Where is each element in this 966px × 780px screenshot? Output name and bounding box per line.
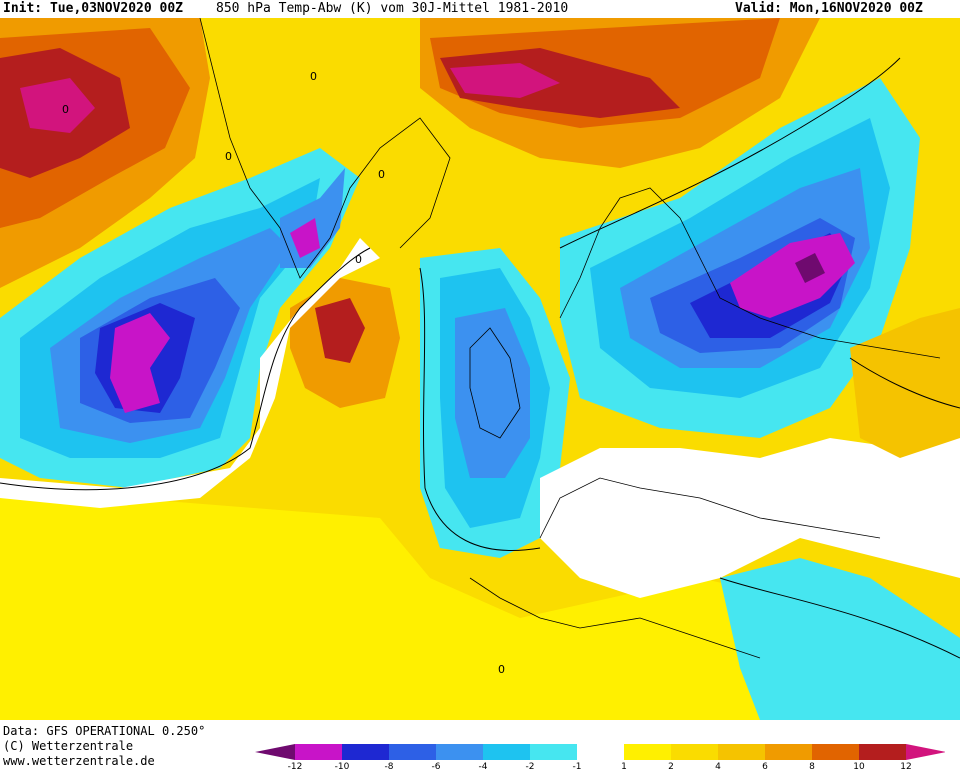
field-eeu-cold-max	[795, 253, 825, 283]
field-weu-cold-3	[455, 308, 530, 478]
field-neutral-west	[0, 238, 380, 508]
legend-swatch	[436, 744, 483, 760]
legend-tick-label: -2	[525, 762, 535, 772]
legend-swatch	[342, 744, 389, 760]
coastlines	[199, 18, 941, 659]
legend-tick-label: 12	[900, 762, 912, 772]
anomaly-map: 0 0 0 0 0 0	[0, 18, 960, 720]
contour-label: 0	[310, 70, 317, 83]
legend-swatch	[765, 744, 812, 760]
contour-lines	[0, 57, 960, 659]
legend-swatch	[295, 744, 342, 760]
legend-swatch	[859, 744, 906, 760]
legend-tick-label: -6	[431, 762, 441, 772]
legend-tick-label: 1	[621, 762, 627, 772]
field-neutral-med	[540, 438, 960, 598]
contour-label: 0	[378, 168, 385, 181]
legend-swatch	[671, 744, 718, 760]
contour-labels: 0 0 0 0 0 0	[62, 70, 505, 676]
map-frame-edge	[960, 18, 966, 720]
legend-swatch	[718, 744, 765, 760]
field-greenland-core	[290, 218, 320, 258]
legend-tick-label: -4	[478, 762, 488, 772]
field-south-light	[0, 488, 960, 720]
legend-arrow-low	[255, 744, 295, 760]
legend-tick-label: -10	[334, 762, 350, 772]
legend-swatch	[624, 744, 671, 760]
field-warm-blob-core	[315, 298, 365, 363]
valid-time: Valid: Mon,16NOV2020 00Z	[735, 1, 923, 16]
field-north-max	[450, 63, 560, 98]
contour-label: 0	[498, 663, 505, 676]
legend-swatch	[812, 744, 859, 760]
contour-label: 0	[62, 103, 69, 116]
header: Init: Tue,03NOV2020 00Z 850 hPa Temp-Abw…	[0, 0, 966, 18]
website-url: www.wetterzentrale.de	[3, 754, 155, 768]
field-se-warm	[850, 308, 960, 458]
chart-title: 850 hPa Temp-Abw (K) vom 30J-Mittel 1981…	[216, 1, 569, 16]
data-source: Data: GFS OPERATIONAL 0.250°	[3, 724, 206, 738]
legend-tick-label: 8	[809, 762, 815, 772]
copyright: (C) Wetterzentrale	[3, 739, 134, 753]
legend-swatch	[389, 744, 436, 760]
legend-tick-label: -12	[287, 762, 303, 772]
legend-tick-label: 6	[762, 762, 768, 772]
legend-tick-label: -8	[384, 762, 394, 772]
legend-swatch	[530, 744, 577, 760]
contour-label: 0	[355, 253, 362, 266]
legend-swatch	[483, 744, 530, 760]
init-time: Init: Tue,03NOV2020 00Z	[3, 1, 184, 16]
color-legend	[255, 744, 945, 760]
legend-tick-label: 10	[853, 762, 865, 772]
field-se-cold	[720, 558, 960, 720]
field-eeu-cold-core	[730, 233, 855, 318]
legend-tick-label: -1	[572, 762, 582, 772]
field-atl-cold-core	[110, 313, 170, 413]
legend-tick-label: 4	[715, 762, 721, 772]
legend-arrow-high	[906, 744, 945, 760]
field-nw-peak	[20, 78, 95, 133]
legend-swatch	[577, 744, 624, 760]
legend-tick-label: 2	[668, 762, 674, 772]
contour-label: 0	[225, 150, 232, 163]
